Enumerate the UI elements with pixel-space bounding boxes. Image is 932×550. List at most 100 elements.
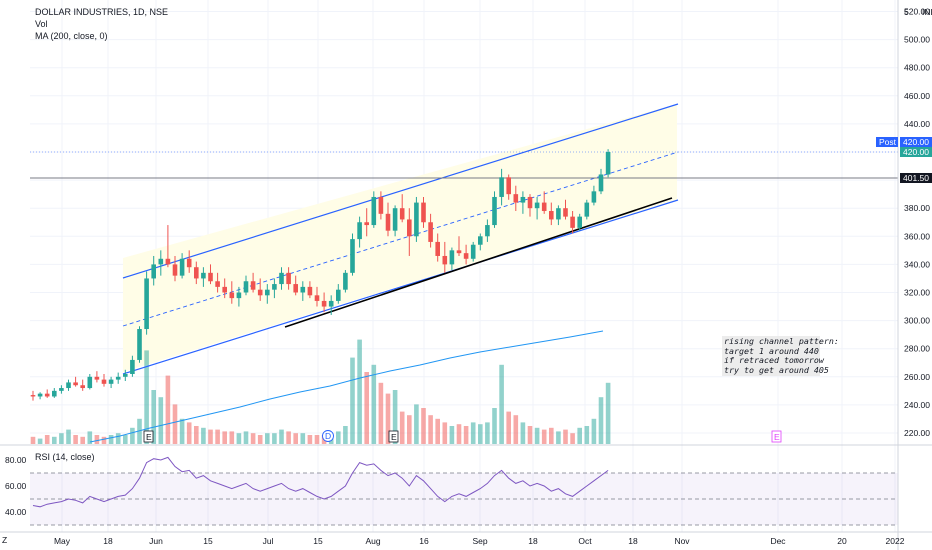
volume-bar	[37, 438, 43, 444]
volume-bar	[165, 375, 171, 444]
volume-bar	[478, 424, 483, 444]
volume-bar	[94, 435, 100, 444]
volume-bar	[73, 435, 78, 444]
candle-body	[541, 202, 547, 212]
candle-body	[66, 382, 71, 389]
candle-body	[222, 286, 227, 293]
volume-bar	[605, 382, 611, 444]
last-price-label: 420.00	[903, 147, 929, 157]
volume-bar	[428, 415, 433, 444]
candle-body	[94, 376, 100, 380]
volume-legend: Vol	[35, 19, 48, 29]
rsi-line	[32, 456, 609, 508]
time-axis: May 18 Jun 15 Jul 15 Aug 16 Sep 18 Oct 18 Nov Dec 20 20…	[54, 536, 905, 546]
price-tick-label: 480.00	[904, 63, 930, 73]
volume-bar	[265, 433, 270, 444]
volume-bar	[179, 418, 185, 444]
volume-bar	[506, 411, 511, 444]
volume-bar	[201, 427, 206, 444]
volume-bar	[378, 382, 384, 444]
time-tick-label: Dec	[770, 536, 786, 546]
time-tick-label: 18	[628, 536, 638, 546]
candle-body	[534, 202, 540, 209]
chart-legend: DOLLAR INDUSTRIES, 1D, NSE Vol MA (200, …	[35, 6, 168, 42]
volume-bar	[314, 435, 320, 444]
level-price-label: 401.50	[903, 173, 929, 183]
price-tick-label: 320.00	[904, 288, 930, 298]
volume-bar	[101, 436, 107, 444]
dividend-marker-label: D	[325, 431, 331, 441]
candle-body	[179, 258, 185, 276]
dividend-marker[interactable]: D	[322, 430, 334, 442]
candle-body	[563, 208, 568, 217]
candle-body	[300, 286, 306, 293]
candle-body	[73, 382, 78, 386]
earnings-marker-1[interactable]: E	[143, 430, 154, 443]
price-tick-label: 460.00	[904, 91, 930, 101]
price-tick-label: 5	[904, 7, 909, 17]
candle-body	[392, 208, 398, 231]
candle-body	[250, 281, 256, 290]
candle-body	[478, 236, 483, 245]
candle-body	[101, 379, 107, 384]
time-tick-label: Sep	[472, 536, 487, 546]
earnings-marker-2[interactable]: E	[388, 430, 399, 443]
volume-bar	[492, 408, 497, 444]
annotation-note[interactable]: rising channel pattern: target 1 around …	[722, 336, 839, 377]
volume-bar	[350, 357, 355, 444]
time-tick-label: 20	[837, 536, 847, 546]
volume-bar	[584, 426, 590, 444]
time-tick-label: 15	[203, 536, 213, 546]
volume-bar	[414, 404, 419, 444]
time-tick-label: Jun	[149, 536, 163, 546]
support-trendline[interactable]	[284, 197, 673, 328]
channel-mid-line[interactable]	[122, 151, 679, 327]
post-price-tag: Post 420.00	[876, 137, 932, 147]
price-tick-label: 520.00	[904, 7, 930, 17]
channel-lower-line[interactable]	[122, 199, 679, 375]
volume-bar	[485, 422, 490, 444]
candle-body	[272, 284, 277, 290]
volume-bar	[208, 429, 213, 444]
price-tick-label: 300.00	[904, 316, 930, 326]
volume-bar	[186, 422, 192, 444]
price-axis: 220.00 240.00 260.00 280.00 300.00 320.00 340.…	[904, 7, 930, 439]
volume-bar	[591, 418, 597, 444]
rsi-tick-label: 80.00	[5, 455, 27, 465]
volume-bar	[151, 390, 156, 444]
price-tick-label: 260.00	[904, 372, 930, 382]
volume-bar	[371, 364, 377, 444]
candle-body	[194, 267, 199, 279]
channel-upper-line[interactable]	[122, 103, 679, 279]
volume-bar	[357, 339, 362, 444]
volume-bar	[272, 433, 277, 444]
candle-body	[208, 272, 213, 282]
volume-bar	[499, 364, 504, 444]
volume-bar	[470, 422, 476, 444]
time-tick-label: May	[54, 536, 71, 546]
candle-body	[598, 174, 604, 192]
volume-bar	[243, 431, 249, 444]
volume-bar	[534, 427, 540, 444]
price-tick-label: 380.00	[904, 203, 930, 213]
volume-bar	[563, 429, 568, 444]
candle-body	[123, 373, 128, 377]
earnings-marker-upcoming[interactable]: E	[771, 430, 782, 443]
candle-body	[172, 264, 178, 276]
volume-bar	[385, 393, 391, 444]
candle-body	[130, 359, 135, 374]
candle-body	[399, 208, 405, 220]
price-tick-label: 240.00	[904, 400, 930, 410]
candle-body	[243, 281, 249, 293]
candle-body	[407, 219, 412, 237]
volume-bar	[236, 433, 242, 444]
volume-bar	[442, 422, 448, 444]
volume-bar	[392, 390, 398, 444]
time-tick-label: 15	[313, 536, 323, 546]
candle-body	[499, 177, 504, 197]
candle-body	[30, 395, 36, 397]
volume-bar	[137, 418, 142, 444]
candle-body	[414, 202, 419, 237]
candle-body	[279, 272, 284, 285]
